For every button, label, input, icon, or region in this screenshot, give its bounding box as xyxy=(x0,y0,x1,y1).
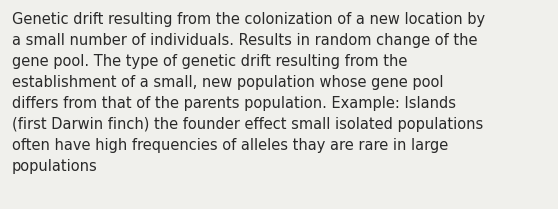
Text: Genetic drift resulting from the colonization of a new location by
a small numbe: Genetic drift resulting from the coloniz… xyxy=(12,12,485,174)
